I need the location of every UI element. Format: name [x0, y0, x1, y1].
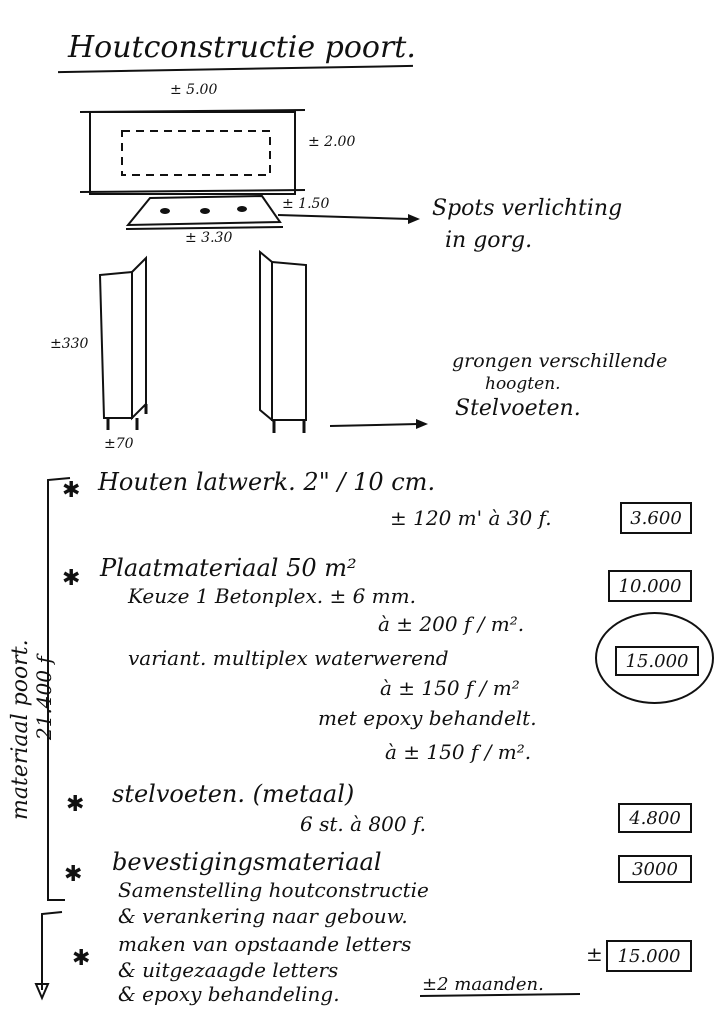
item-2-line-2: Keuze 1 Betonplex. ± 6 mm.	[128, 584, 416, 608]
bullet-star: ✱	[66, 792, 85, 817]
item-2-line-3: à ± 200 f / m².	[378, 612, 525, 636]
bullet-star: ✱	[62, 478, 81, 503]
page-title: Houtconstructie poort.	[68, 30, 416, 65]
side-note-label: materiaal poort.	[8, 639, 33, 820]
section-brackets	[34, 477, 71, 1001]
item-2-amount: 10.000	[608, 570, 692, 602]
dim-lamp-height: ± 1.50	[282, 196, 330, 212]
note-feet-line3: Stelvoeten.	[455, 396, 581, 421]
gate-panel-sketch	[79, 109, 306, 195]
item-2-line-6: met epoxy behandelt.	[318, 706, 537, 730]
lamp-bar-sketch	[125, 194, 420, 230]
labor-note: ±2 maanden.	[422, 974, 544, 995]
dim-pillar-height: ±330	[50, 336, 89, 352]
variant-circle	[595, 612, 714, 704]
item-4-extra-prefix: ±	[586, 942, 603, 966]
item-2-line-5: à ± 150 f / m²	[380, 676, 520, 700]
side-note-total: 21.400 f	[32, 656, 56, 740]
left-pillar-sketch	[98, 255, 148, 430]
item-2-amount-variant: 15.000	[615, 646, 699, 676]
item-1-line-2: ± 120 m' à 30 f.	[390, 506, 552, 530]
item-4-line-6: & epoxy behandeling.	[118, 982, 340, 1006]
item-4-line-2: Samenstelling houtconstructie	[118, 878, 429, 902]
item-2-line-4: variant. multiplex waterwerend	[128, 646, 449, 670]
item-4-extra-amount: 15.000	[606, 940, 692, 972]
bullet-star: ✱	[72, 946, 91, 971]
item-3-line-1: stelvoeten. (metaal)	[112, 780, 355, 808]
bullet-star: ✱	[62, 566, 81, 591]
dim-lamp-width: ± 3.30	[185, 230, 233, 246]
item-4-line-3: & verankering naar gebouw.	[118, 904, 408, 928]
item-2-line-1: Plaatmateriaal 50 m²	[100, 554, 357, 582]
item-1-amount: 3.600	[620, 502, 692, 534]
labor-underline	[419, 993, 581, 997]
note-feet-line2: hoogten.	[485, 374, 561, 394]
dim-pillar-width: ±70	[104, 436, 134, 452]
bullet-star: ✱	[64, 862, 83, 887]
item-4-amount: 3000	[618, 855, 692, 883]
dim-height: ± 2.00	[308, 134, 356, 150]
note-feet-line1: grongen verschillende	[452, 350, 668, 372]
right-pillar-sketch	[259, 249, 428, 433]
note-spots-line2: in gorg.	[445, 228, 533, 253]
note-spots: Spots verlichting	[432, 196, 623, 221]
item-1-line-1: Houten latwerk. 2" / 10 cm.	[98, 468, 436, 496]
item-3-amount: 4.800	[618, 803, 692, 833]
item-4-line-1: bevestigingsmateriaal	[112, 848, 382, 876]
item-4-line-4: maken van opstaande letters	[118, 932, 412, 956]
item-3-line-2: 6 st. à 800 f.	[300, 812, 426, 836]
item-4-line-5: & uitgezaagde letters	[118, 958, 339, 982]
item-2-line-7: à ± 150 f / m².	[385, 740, 532, 764]
dim-width: ± 5.00	[170, 82, 218, 98]
